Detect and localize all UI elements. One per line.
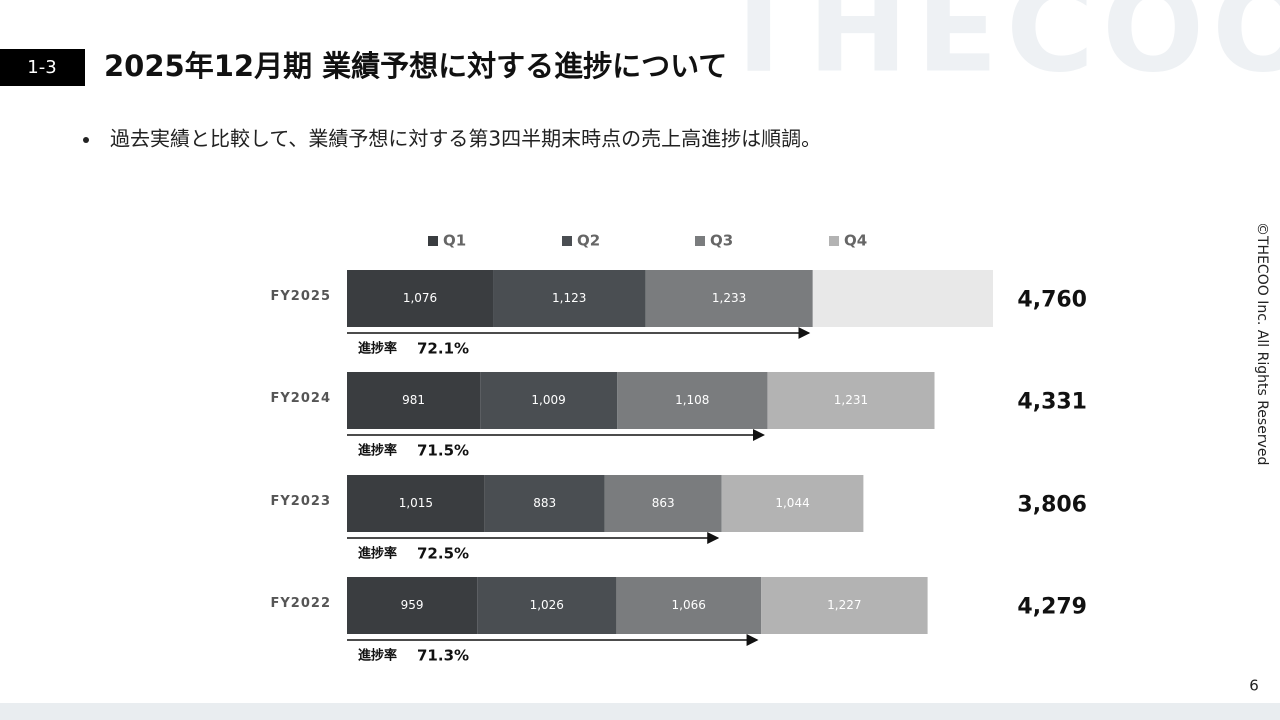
category-label: FY2023 xyxy=(271,494,331,509)
total-label: 4,760 xyxy=(1017,288,1087,313)
bar-segment xyxy=(477,577,617,634)
bullet-dot xyxy=(83,137,89,143)
footer-band xyxy=(0,703,1280,720)
section-number: 1-3 xyxy=(27,57,56,78)
bar-segment xyxy=(616,577,762,634)
legend-swatch xyxy=(562,236,572,246)
bar-segment xyxy=(347,372,481,429)
legend-label: Q1 xyxy=(443,232,466,250)
legend-label: Q4 xyxy=(844,232,867,250)
value-label: 1,076 xyxy=(403,291,437,305)
legend-label: Q2 xyxy=(577,232,600,250)
total-label: 3,806 xyxy=(1017,493,1087,518)
bar-segment xyxy=(767,372,935,429)
value-label: 863 xyxy=(652,496,675,510)
page-number: 6 xyxy=(1249,677,1259,695)
watermark: THECOO xyxy=(718,0,1280,100)
legend-swatch xyxy=(428,236,438,246)
value-label: 1,231 xyxy=(834,393,868,407)
legend-swatch xyxy=(829,236,839,246)
bar-segment xyxy=(347,475,485,532)
bar-segment xyxy=(484,475,605,532)
bullet-text: 過去実績と比較して、業績予想に対する第3四半期末時点の売上高進捗は順調。 xyxy=(110,127,821,151)
value-label: 1,233 xyxy=(712,291,746,305)
total-label: 4,279 xyxy=(1017,595,1087,620)
progress-value: 71.3% xyxy=(417,647,469,665)
bar-segment xyxy=(617,372,768,429)
progress-value: 71.5% xyxy=(417,442,469,460)
bar-segment xyxy=(347,577,478,634)
value-label: 1,026 xyxy=(530,598,564,612)
bar-segment xyxy=(604,475,722,532)
slide-title: 2025年12月期 業績予想に対する進捗について xyxy=(104,49,727,83)
copyright: ©THECOO Inc. All Rights Reserved xyxy=(1254,222,1270,465)
progress-value: 72.5% xyxy=(417,545,469,563)
value-label: 981 xyxy=(402,393,425,407)
value-label: 1,009 xyxy=(531,393,565,407)
bar-segment xyxy=(347,270,494,327)
section-badge xyxy=(0,49,85,86)
bar-segment xyxy=(812,270,993,327)
bar-segment xyxy=(480,372,618,429)
category-label: FY2024 xyxy=(271,391,331,406)
bar-segment xyxy=(721,475,864,532)
category-label: FY2022 xyxy=(271,596,331,611)
legend-label: Q3 xyxy=(710,232,733,250)
progress-caption: 進捗率 xyxy=(358,341,397,357)
progress-value: 72.1% xyxy=(417,340,469,358)
category-label: FY2025 xyxy=(271,289,331,304)
total-label: 4,331 xyxy=(1017,390,1087,415)
value-label: 1,015 xyxy=(399,496,433,510)
value-label: 1,123 xyxy=(552,291,586,305)
bar-segment xyxy=(493,270,646,327)
value-label: 883 xyxy=(533,496,556,510)
progress-caption: 進捗率 xyxy=(358,546,397,562)
legend-swatch xyxy=(695,236,705,246)
bar-segment xyxy=(761,577,928,634)
progress-caption: 進捗率 xyxy=(358,648,397,664)
value-label: 1,108 xyxy=(675,393,709,407)
bar-segment xyxy=(645,270,813,327)
value-label: 959 xyxy=(401,598,424,612)
value-label: 1,044 xyxy=(775,496,809,510)
value-label: 1,066 xyxy=(672,598,706,612)
progress-caption: 進捗率 xyxy=(358,443,397,459)
value-label: 1,227 xyxy=(827,598,861,612)
